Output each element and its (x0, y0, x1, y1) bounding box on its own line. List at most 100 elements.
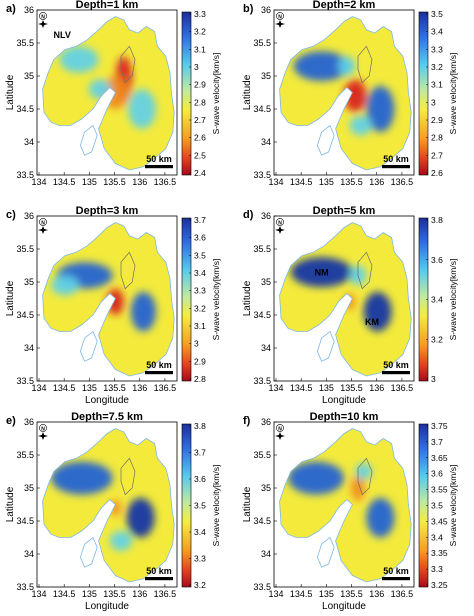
y-tick-label: 34.5 (16, 104, 34, 114)
north-label: N (41, 220, 45, 226)
x-tick-label: 134.5 (53, 589, 76, 599)
y-tick-label: 34.5 (16, 310, 34, 320)
map-panel-4: d) Depth=5 km 134 134.5 135 135.5 136 136.5 33.5… (242, 205, 458, 406)
y-tick-label: 36 (261, 211, 271, 221)
y-tick-label: 34 (261, 549, 271, 559)
coastline (279, 222, 412, 377)
x-tick-label: 135 (82, 383, 97, 393)
y-tick-label: 34 (24, 343, 34, 353)
velocity-map (42, 16, 175, 170)
colorbar-tick-label: 3.4 (431, 295, 443, 305)
axes-frame (273, 421, 415, 588)
x-tick-label: 136 (369, 383, 384, 393)
colorbar-tick-label: 3.25 (431, 580, 448, 590)
y-tick-label: 36 (24, 211, 34, 221)
colorbar (418, 11, 429, 176)
colorbar-tick-label: 3.6 (431, 469, 443, 479)
y-tick-label: 34.5 (253, 516, 271, 526)
colorbar-tick-label: 3.55 (431, 485, 448, 495)
velocity-anomaly (363, 291, 392, 332)
velocity-anomaly (293, 51, 350, 81)
x-tick-label: 136 (369, 589, 384, 599)
axes-frame (36, 215, 178, 382)
colorbar-tick-label: 2.9 (194, 80, 206, 90)
colorbar-tick-label: 2.4 (194, 168, 206, 178)
colorbar-tick-label: 2.9 (194, 356, 206, 366)
velocity-anomaly (130, 291, 156, 332)
scale-label: 50 km (383, 154, 409, 164)
x-axis-label: Longitude (85, 601, 129, 612)
scale-bar (145, 577, 173, 581)
colorbar-tick-label: 3.6 (194, 474, 206, 484)
y-tick-label: 35 (261, 483, 271, 493)
y-axis-label: Latitude (242, 74, 253, 110)
colorbar-tick-label: 3.5 (194, 501, 206, 511)
x-tick-label: 136 (369, 177, 384, 187)
colorbar-tick-label: 3.1 (194, 321, 206, 331)
y-tick-label: 34 (261, 343, 271, 353)
x-tick-label: 134.5 (53, 177, 76, 187)
lake-outline (357, 251, 373, 290)
velocity-anomalies (288, 461, 395, 538)
colorbar-tick-label: 3.1 (194, 44, 206, 54)
colorbar-tick-label: 3.3 (431, 44, 443, 54)
panel-letter: f) (243, 415, 251, 427)
x-tick-label: 135.5 (340, 589, 363, 599)
colorbar-tick-label: 2.6 (431, 168, 443, 178)
north-arrow-icon: N (275, 424, 285, 440)
colorbar-tick-label: 3.7 (194, 215, 206, 225)
y-tick-label: 36 (24, 5, 34, 15)
y-tick-label: 33.5 (16, 582, 34, 592)
island-outline (79, 124, 98, 156)
scale-label: 50 km (146, 360, 172, 370)
x-tick-label: 136 (132, 383, 147, 393)
x-tick-label: 134 (268, 383, 283, 393)
colorbar-tick-label: 3.4 (194, 527, 206, 537)
velocity-anomaly (59, 46, 99, 73)
north-arrow-icon: N (38, 424, 48, 440)
colorbar-tick-label: 2.6 (194, 133, 206, 143)
y-tick-label: 33.5 (16, 376, 34, 386)
panel-letter: c) (6, 209, 16, 221)
y-tick-label: 35.5 (253, 38, 271, 48)
velocity-map (279, 428, 412, 582)
x-tick-label: 135.5 (340, 177, 363, 187)
north-label: N (278, 14, 282, 20)
y-tick-label: 33.5 (253, 582, 271, 592)
island-outline (79, 330, 98, 362)
colorbar-tick-label: 2.8 (194, 97, 206, 107)
panel-title: Depth=10 km (310, 411, 379, 423)
scale-bar (145, 371, 173, 375)
x-tick-label: 134 (31, 177, 46, 187)
y-tick-label: 35.5 (253, 244, 271, 254)
velocity-map (279, 16, 412, 170)
north-arrow-icon: N (275, 218, 285, 234)
velocity-anomaly (355, 463, 372, 480)
x-tick-label: 135 (82, 177, 97, 187)
y-tick-label: 36 (261, 5, 271, 15)
y-tick-label: 35.5 (253, 450, 271, 460)
x-tick-label: 134.5 (290, 383, 313, 393)
velocity-anomaly (351, 474, 365, 502)
colorbar-tick-label: 3.5 (431, 501, 443, 511)
colorbar-tick-label: 3.3 (194, 286, 206, 296)
x-tick-label: 136 (132, 589, 147, 599)
axes-frame (36, 9, 178, 176)
x-tick-label: 135.5 (103, 177, 126, 187)
island-outline (316, 536, 335, 568)
y-tick-label: 35 (24, 277, 34, 287)
map-panel-6: f) Depth=10 km 134 134.5 135 135.5 136 136.5 33.… (242, 411, 458, 612)
y-tick-label: 34.5 (253, 104, 271, 114)
x-tick-label: 134 (268, 589, 283, 599)
colorbar-tick-label: 3.8 (194, 421, 206, 431)
colorbar-tick-label: 3.3 (431, 564, 443, 574)
map-panel-5: e) Depth=7.5 km 134 134.5 135 135.5 136 136.5 33… (5, 411, 221, 612)
colorbar-tick-label: 3.1 (431, 80, 443, 90)
scale-bar (382, 165, 410, 169)
x-tick-label: 135.5 (103, 383, 126, 393)
colorbar-tick-label: 3.6 (194, 233, 206, 243)
map-land (42, 222, 175, 376)
coastline (42, 428, 175, 583)
colorbar-tick-label: 3 (431, 374, 436, 384)
